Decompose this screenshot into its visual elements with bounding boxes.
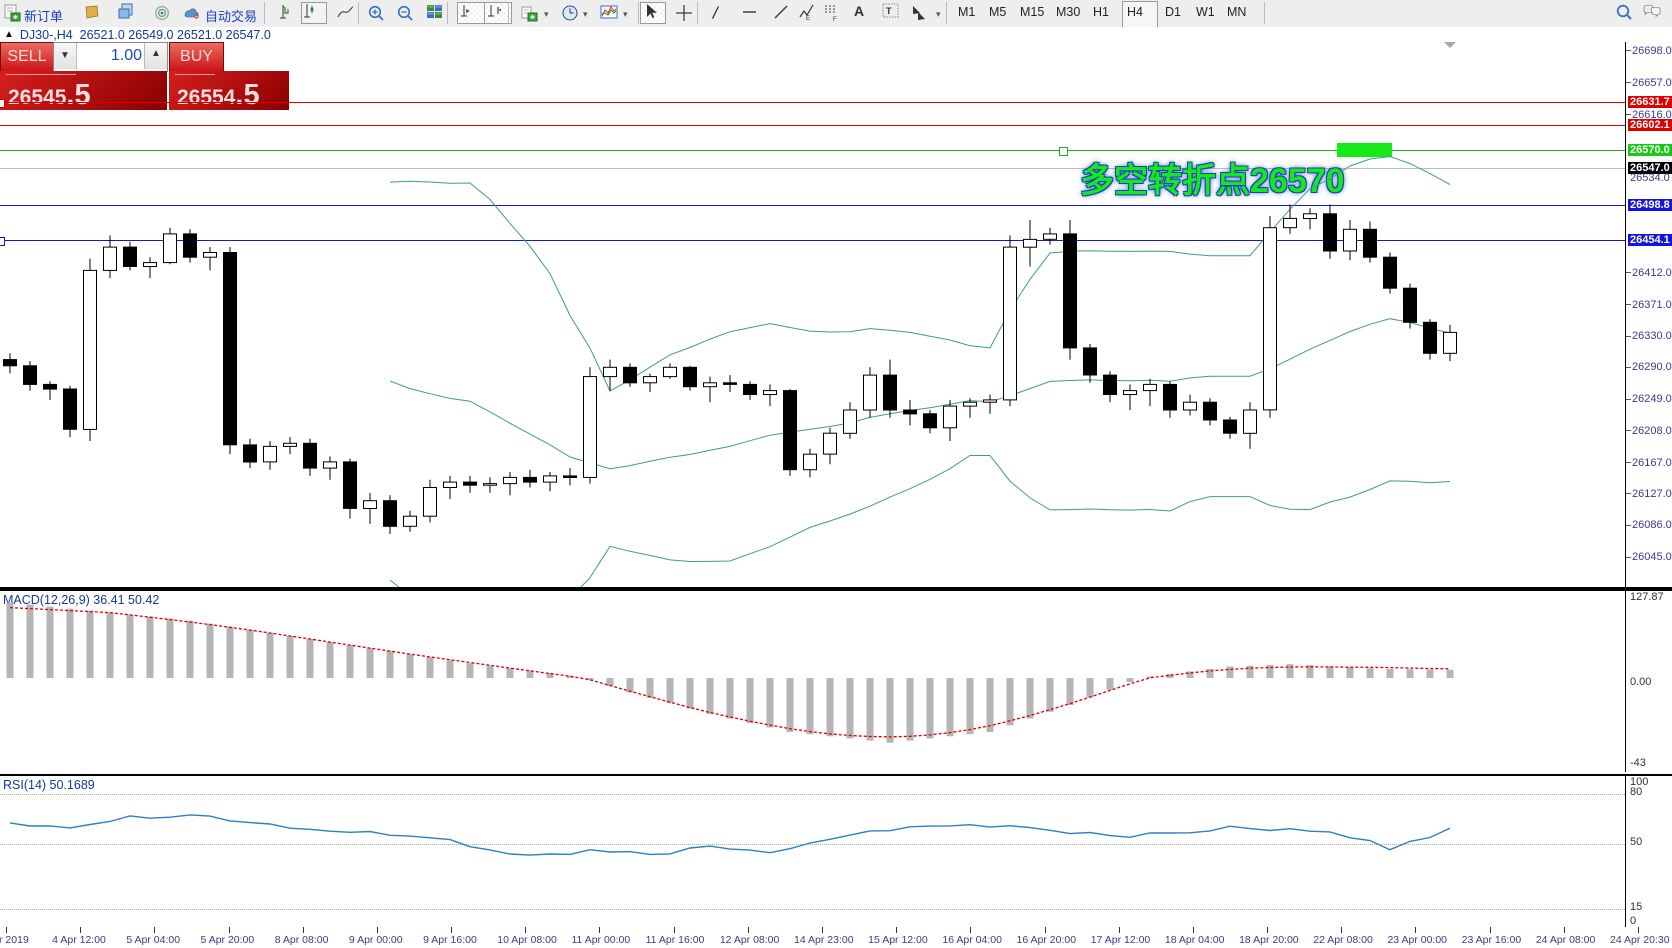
svg-text:E: E [806,16,810,21]
svg-text:T: T [886,6,892,16]
svg-text:F: F [833,17,837,22]
